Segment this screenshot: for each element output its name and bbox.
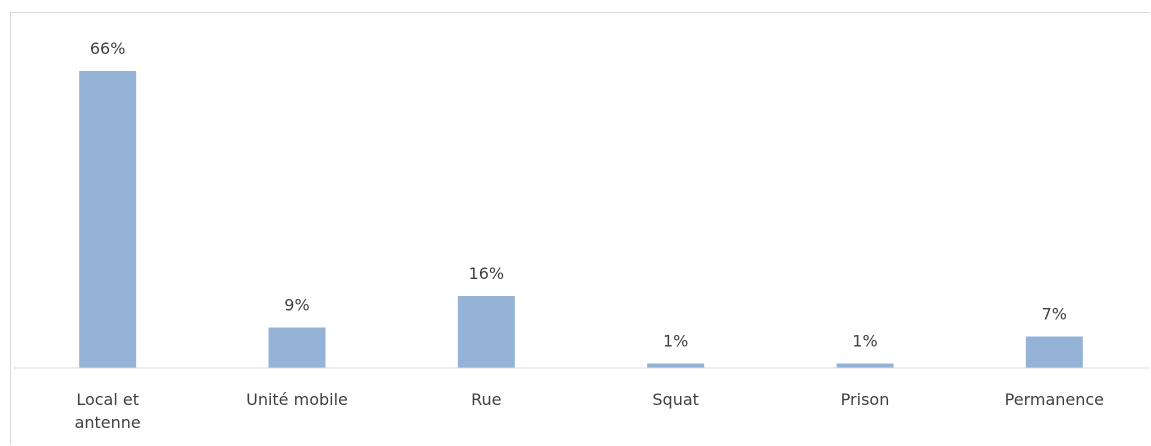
x-tick-label: Rue <box>471 390 502 409</box>
x-tick-label: Unité mobile <box>246 390 348 409</box>
data-label: 1% <box>663 332 688 351</box>
data-label: 9% <box>284 296 309 315</box>
data-label: 16% <box>469 264 505 283</box>
bar <box>79 71 137 368</box>
bar <box>836 363 894 368</box>
data-label: 7% <box>1042 305 1067 324</box>
bar <box>457 296 515 368</box>
bar <box>647 363 705 368</box>
x-tick-label: Prison <box>840 390 890 409</box>
bar <box>268 327 326 368</box>
x-tick-label: Permanence <box>1004 390 1105 409</box>
data-label: 1% <box>852 332 877 351</box>
chart-frame <box>10 12 1150 445</box>
x-tick-label: Squat <box>652 390 699 409</box>
data-label: 66% <box>90 39 126 58</box>
bar <box>1025 336 1083 368</box>
x-tick-label: Local et antenne <box>74 390 141 432</box>
